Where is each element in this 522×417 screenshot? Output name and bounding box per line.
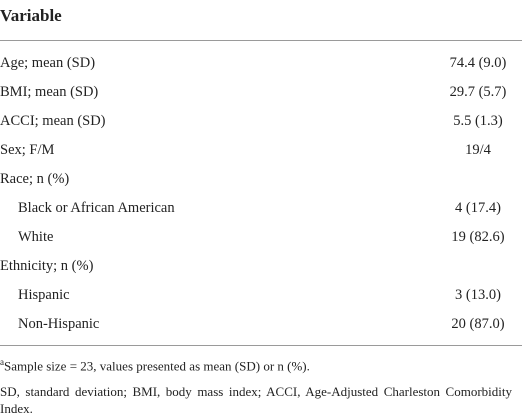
row-value: 29.7 (5.7) [449, 84, 507, 100]
row-value: 3 (13.0) [455, 287, 501, 303]
row-value: 4 (17.4) [455, 200, 501, 216]
footnote-text: Sample size = 23, values presented as me… [4, 358, 310, 374]
row-label: Ethnicity; n (%) [0, 258, 94, 274]
row-sublabel: White [18, 229, 54, 245]
row-label: Race; n (%) [0, 171, 70, 187]
row-sublabel: Hispanic [18, 287, 70, 303]
row-label: Age; mean (SD) [0, 55, 96, 71]
footer-rule [0, 345, 522, 346]
header-rule [0, 40, 522, 41]
row-label: BMI; mean (SD) [0, 84, 99, 100]
row-value: 19/4 [465, 142, 491, 158]
footnote-marker: a [0, 357, 4, 367]
row-value: 74.4 (9.0) [449, 55, 507, 71]
row-value: 5.5 (1.3) [453, 113, 503, 129]
row-sublabel: Non-Hispanic [18, 316, 100, 332]
row-sublabel: Black or African American [18, 200, 175, 216]
abbreviations: SD, standard deviation; BMI, body mass i… [0, 384, 512, 416]
row-label: ACCI; mean (SD) [0, 113, 106, 129]
row-value: 19 (82.6) [451, 229, 505, 245]
header-cell: Variable [0, 6, 62, 25]
footnote: aSample size = 23, values presented as m… [0, 357, 310, 374]
row-value: 20 (87.0) [451, 316, 505, 332]
row-label: Sex; F/M [0, 142, 55, 158]
